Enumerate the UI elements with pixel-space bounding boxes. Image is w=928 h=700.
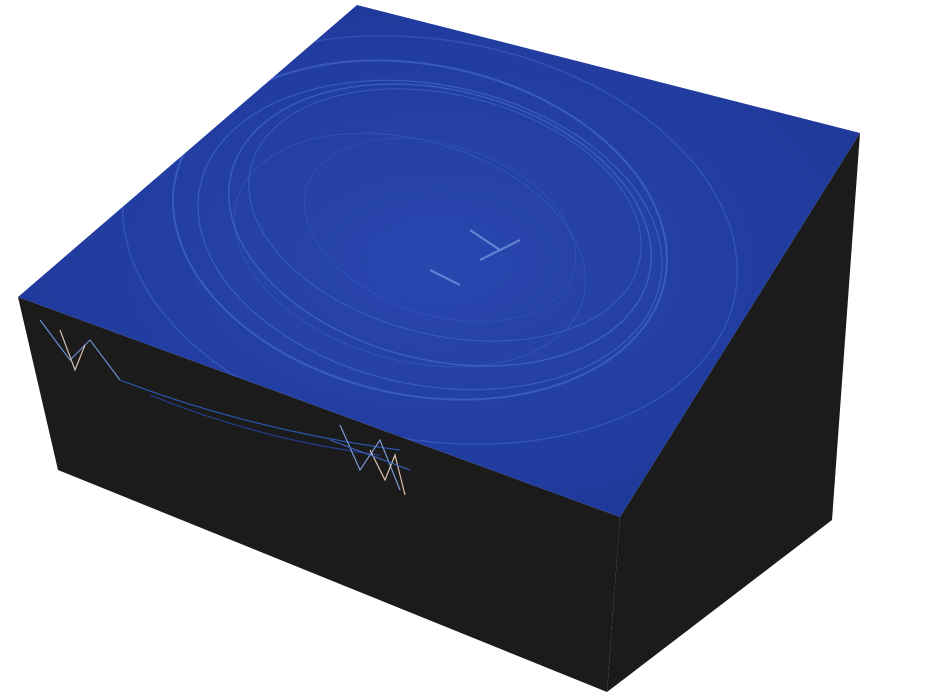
front-face	[18, 297, 620, 692]
wave-rings	[121, 35, 739, 445]
front-face-streaks	[39, 319, 411, 496]
right-face	[607, 133, 860, 692]
top-face	[18, 5, 860, 517]
